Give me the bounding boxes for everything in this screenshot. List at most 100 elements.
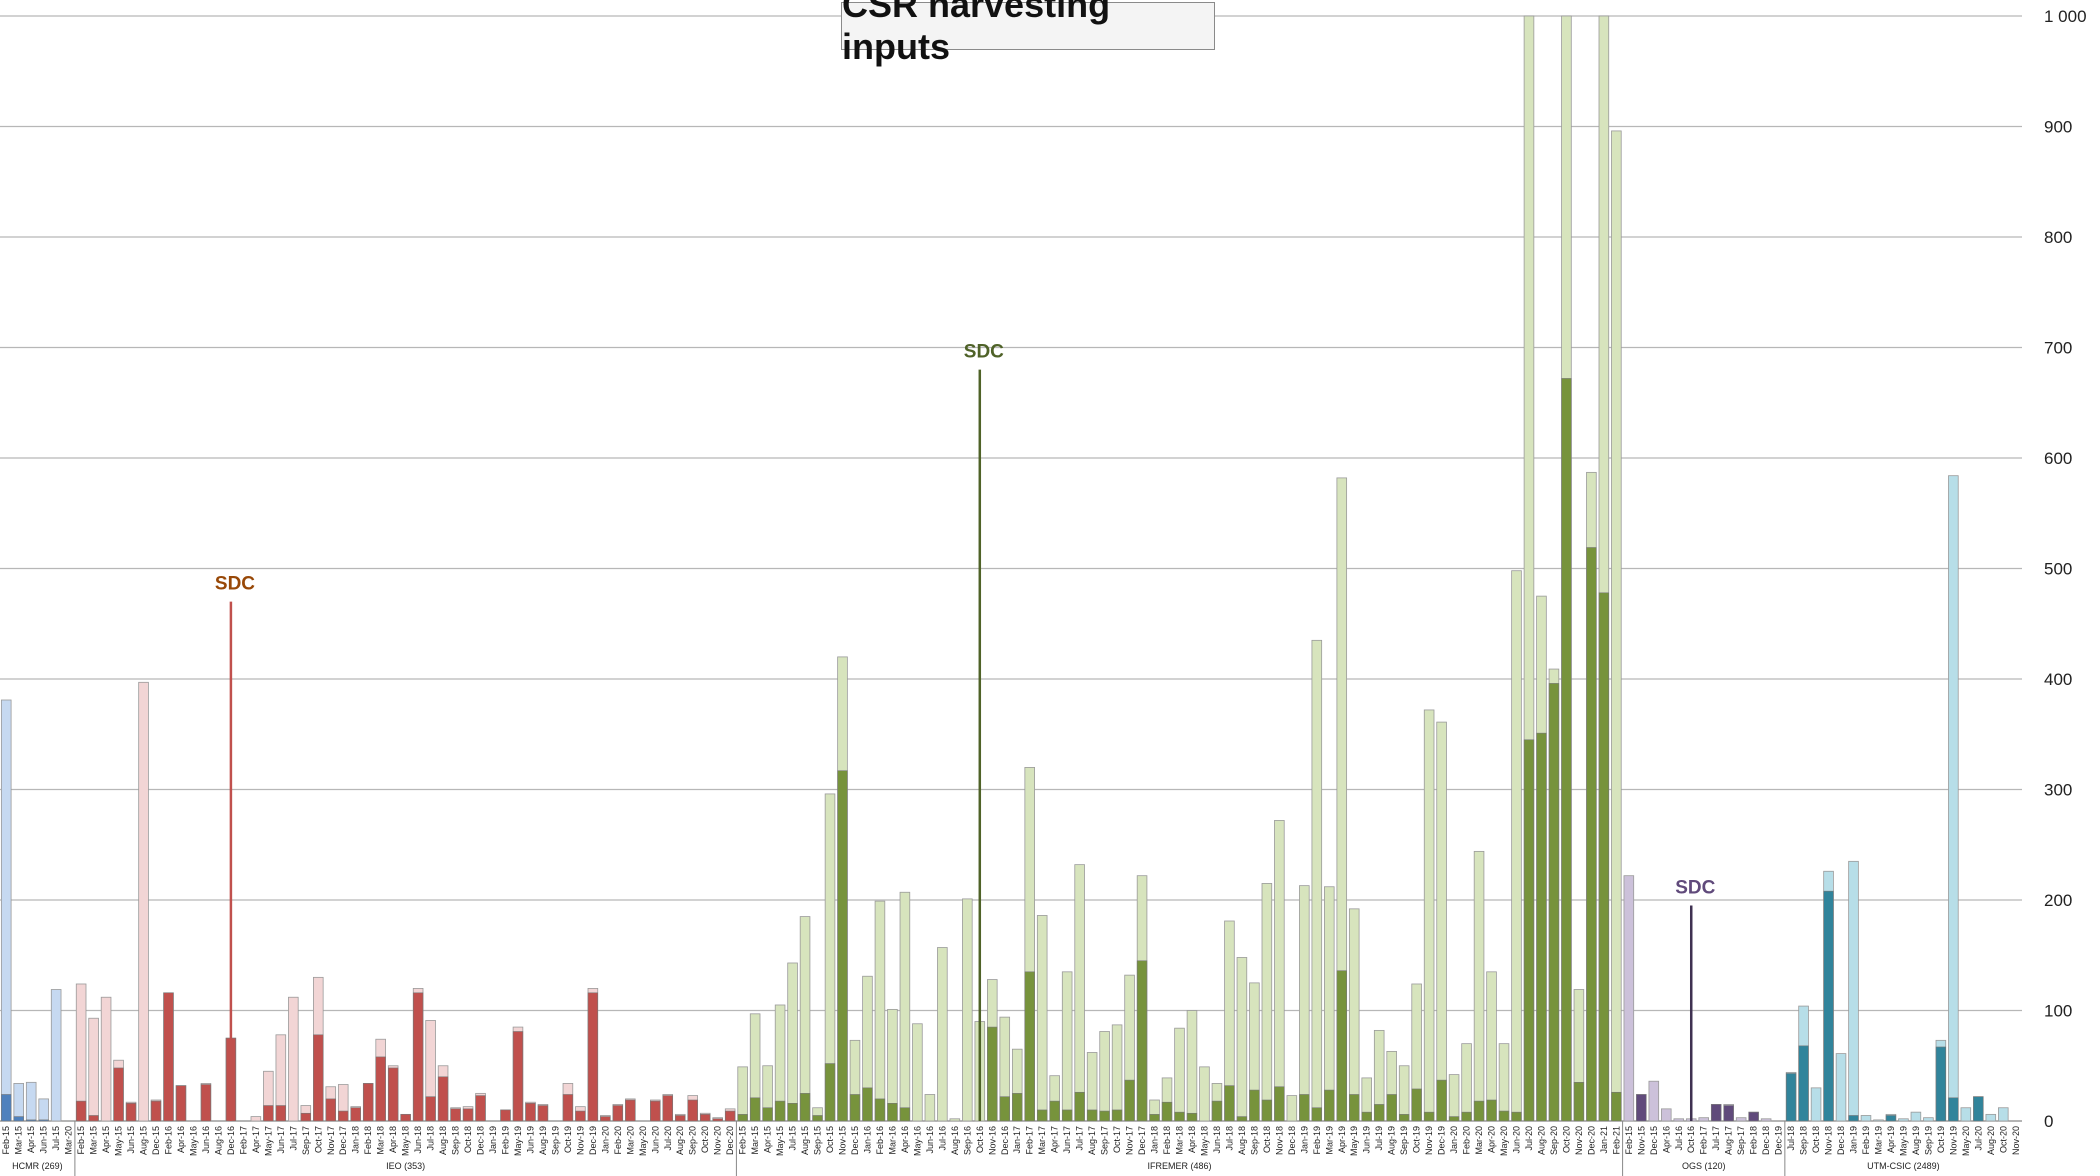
x-tick-label: Sep-17 <box>1100 1126 1110 1155</box>
x-tick-label: Aug-19 <box>538 1126 548 1155</box>
x-tick-label: Nov-20 <box>1574 1126 1584 1155</box>
x-tick-label: Jul-17 <box>1711 1126 1721 1151</box>
bar-total <box>138 681 149 1122</box>
bar-subset <box>849 1094 861 1122</box>
bar-subset <box>537 1105 549 1122</box>
bar-total <box>1174 1027 1185 1122</box>
bar-subset <box>1598 592 1610 1122</box>
x-tick-label: May-17 <box>263 1126 273 1156</box>
x-tick-label: Nov-18 <box>1824 1126 1834 1155</box>
bar-total <box>1998 1107 2009 1122</box>
x-tick-label: Aug-15 <box>139 1126 149 1155</box>
bar-subset <box>724 1110 736 1122</box>
x-tick-label: Jun-17 <box>276 1126 286 1154</box>
bar-subset <box>862 1087 873 1122</box>
bar-subset <box>712 1118 723 1122</box>
bar-subset <box>1511 1111 1522 1122</box>
bar-subset <box>113 1067 124 1122</box>
bar-total <box>1873 1119 1884 1122</box>
x-tick-label: Dec-18 <box>1287 1126 1297 1155</box>
x-tick-label: Aug-18 <box>438 1126 448 1155</box>
bar-total <box>799 916 811 1122</box>
x-tick-label: Aug-19 <box>1387 1126 1397 1155</box>
x-tick-label: Nov-19 <box>575 1126 585 1155</box>
bar-subset <box>1586 547 1597 1122</box>
x-tick-label: Feb-17 <box>1025 1126 1035 1155</box>
bar-total <box>1673 1118 1685 1122</box>
x-tick-label: Nov-20 <box>713 1126 723 1155</box>
bar-subset <box>437 1076 449 1122</box>
bar-subset <box>1523 739 1535 1122</box>
bar-subset <box>400 1114 411 1122</box>
x-tick-label: Apr-16 <box>1661 1126 1671 1153</box>
bar-subset <box>1473 1100 1485 1122</box>
bar-total <box>1036 915 1048 1122</box>
x-tick-label: Apr-18 <box>388 1126 398 1153</box>
x-tick-label: Mar-17 <box>1037 1126 1047 1155</box>
bar-subset <box>313 1034 324 1122</box>
bar-subset <box>38 1119 49 1122</box>
bar-total <box>1486 971 1497 1122</box>
bar-subset <box>999 1096 1010 1122</box>
x-tick-label: Mar-15 <box>750 1126 760 1155</box>
bar-total <box>1436 721 1447 1122</box>
bar-subset <box>1361 1111 1372 1122</box>
x-tick-label: Mar-18 <box>376 1126 386 1155</box>
x-tick-label: Dec-18 <box>1836 1126 1846 1155</box>
sdc-marker-label: SDC <box>215 574 255 595</box>
bar-total <box>1398 1065 1410 1122</box>
bar-subset <box>662 1095 673 1122</box>
y-tick-label: 800 <box>2044 228 2072 247</box>
bar-total <box>1286 1095 1298 1122</box>
x-tick-label: Jul-20 <box>663 1126 673 1151</box>
bar-total <box>1498 1043 1510 1122</box>
x-tick-label: Apr-18 <box>1187 1126 1197 1153</box>
bar-total <box>1461 1043 1472 1122</box>
y-tick-label: 100 <box>2044 1002 2072 1021</box>
bar-subset <box>1311 1107 1322 1122</box>
x-tick-label: Jul-19 <box>1374 1126 1384 1151</box>
x-tick-label: Apr-15 <box>26 1126 36 1153</box>
x-tick-label: Nov-16 <box>987 1126 997 1155</box>
bar-subset <box>1561 378 1572 1122</box>
bar-subset <box>737 1114 748 1122</box>
group-label: IFREMER (486) <box>1147 1161 1211 1171</box>
x-tick-label: Jan-19 <box>1299 1126 1309 1154</box>
y-tick-label: 300 <box>2044 781 2072 800</box>
x-tick-label: Feb-19 <box>501 1126 511 1155</box>
bar-subset <box>1124 1079 1135 1122</box>
x-tick-label: Jun-18 <box>1212 1126 1222 1154</box>
bar-subset <box>899 1107 911 1122</box>
bar-subset <box>1236 1116 1248 1122</box>
bar-subset <box>1211 1100 1223 1122</box>
bar-subset <box>387 1067 399 1122</box>
x-tick-label: Jan-20 <box>600 1126 610 1154</box>
bar-total <box>1960 1107 1972 1122</box>
bar-total <box>1623 875 1635 1122</box>
x-tick-label: Jun-16 <box>925 1126 935 1154</box>
bar-total <box>1848 860 1859 1122</box>
x-tick-label: Nov-17 <box>1125 1126 1135 1155</box>
bar-total <box>1261 883 1273 1122</box>
bar-subset <box>874 1098 886 1122</box>
bar-subset <box>562 1094 574 1122</box>
bar-subset <box>1299 1094 1310 1122</box>
x-tick-label: Apr-20 <box>1487 1126 1497 1153</box>
bar-subset <box>163 992 174 1122</box>
bar-total <box>1299 885 1310 1122</box>
group-label: HCMR (269) <box>12 1161 63 1171</box>
x-tick-label: Jul-17 <box>288 1126 298 1151</box>
bar-subset <box>1573 1082 1585 1122</box>
bar-total <box>1061 971 1073 1122</box>
bar-subset <box>1249 1089 1260 1122</box>
bar-total <box>1910 1111 1922 1122</box>
x-tick-label: May-16 <box>188 1126 198 1156</box>
x-tick-label: Mar-20 <box>64 1126 74 1155</box>
x-tick-label: Mar-19 <box>1873 1126 1883 1155</box>
bar-total <box>50 989 62 1122</box>
bar-subset <box>1411 1088 1422 1122</box>
bar-subset <box>1161 1101 1173 1122</box>
x-tick-label: Oct-16 <box>975 1126 985 1153</box>
bar-subset <box>450 1108 461 1122</box>
bar-subset <box>275 1105 287 1122</box>
